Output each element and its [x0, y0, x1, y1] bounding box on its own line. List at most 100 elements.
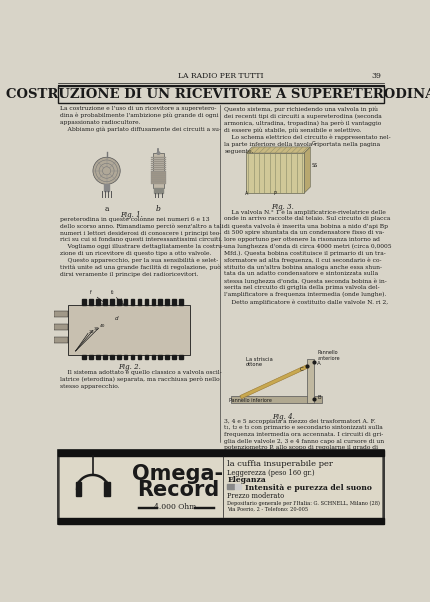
- Bar: [104, 184, 109, 191]
- Bar: [117, 355, 120, 359]
- Bar: [137, 355, 141, 359]
- Bar: [246, 153, 304, 193]
- Bar: [54, 311, 68, 317]
- Text: Fig. 3.: Fig. 3.: [270, 203, 293, 211]
- Bar: [54, 324, 68, 330]
- Bar: [123, 355, 127, 359]
- Text: la cuffia insuperabile per: la cuffia insuperabile per: [227, 459, 332, 468]
- Bar: [58, 450, 383, 524]
- Circle shape: [157, 152, 160, 154]
- Text: G: G: [311, 141, 315, 146]
- Circle shape: [93, 157, 120, 184]
- Text: La striscia
ottone: La striscia ottone: [246, 356, 272, 367]
- Text: A: A: [244, 191, 247, 196]
- Bar: [137, 299, 141, 305]
- Text: Eleganza: Eleganza: [227, 477, 266, 485]
- Text: Omega-: Omega-: [132, 464, 223, 484]
- Bar: [117, 299, 120, 305]
- Bar: [58, 450, 383, 456]
- Bar: [104, 482, 109, 495]
- Bar: [150, 161, 166, 163]
- Text: Record: Record: [136, 480, 218, 500]
- Bar: [227, 484, 233, 489]
- Text: f: f: [89, 290, 91, 295]
- Bar: [54, 337, 68, 343]
- Bar: [150, 167, 166, 168]
- Bar: [158, 355, 162, 359]
- Text: d: d: [114, 316, 117, 321]
- Bar: [95, 355, 99, 359]
- Text: a: a: [104, 205, 108, 214]
- Bar: [235, 484, 241, 489]
- Text: 3, 4 e 5 accoppiata a mezzo dei trasformatori A. F.
t₁, t₂ e t₃ con primario e s: 3, 4 e 5 accoppiata a mezzo dei trasform…: [224, 419, 384, 457]
- Text: 30: 30: [94, 326, 99, 330]
- Bar: [123, 299, 127, 305]
- Text: 4.000 Ohm: 4.000 Ohm: [154, 503, 196, 511]
- Bar: [59, 452, 381, 523]
- Bar: [150, 178, 166, 180]
- Bar: [154, 188, 163, 193]
- Text: COSTRUZIONE DI UN RICEVITORE A SUPERETERODINA: COSTRUZIONE DI UN RICEVITORE A SUPERETER…: [6, 88, 430, 101]
- Text: La costruzione e l'uso di un ricevitore a superetero-
dina è probabilmente l'amb: La costruzione e l'uso di un ricevitore …: [60, 106, 221, 132]
- Text: Pannello
anteriore: Pannello anteriore: [316, 350, 339, 361]
- Bar: [102, 355, 106, 359]
- Text: 20: 20: [89, 329, 94, 334]
- Bar: [150, 159, 166, 160]
- Text: f₂: f₂: [111, 290, 114, 295]
- Text: 39: 39: [370, 72, 380, 80]
- Bar: [58, 518, 383, 524]
- Text: A: A: [316, 361, 320, 366]
- Text: 40: 40: [99, 324, 104, 328]
- Bar: [230, 396, 321, 403]
- Text: Leggerezza (peso 160 gr.): Leggerezza (peso 160 gr.): [227, 469, 314, 477]
- Bar: [109, 355, 113, 359]
- Bar: [150, 157, 166, 158]
- Text: LA RADIO PER TUTTI: LA RADIO PER TUTTI: [177, 72, 263, 80]
- Bar: [150, 163, 166, 164]
- Text: Intensità e purezza del suono: Intensità e purezza del suono: [244, 484, 371, 492]
- Bar: [102, 299, 106, 305]
- Text: Via Poerio, 2 - Telefono: 20-005: Via Poerio, 2 - Telefono: 20-005: [227, 506, 308, 512]
- Bar: [151, 299, 155, 305]
- Text: Questo sistema, pur richiedendo una valvola in più
dei recenti tipi di circuiti : Questo sistema, pur richiedendo una valv…: [224, 106, 390, 154]
- Bar: [165, 299, 169, 305]
- Bar: [89, 355, 92, 359]
- Polygon shape: [304, 147, 310, 193]
- Bar: [150, 169, 166, 170]
- Bar: [144, 299, 148, 305]
- Text: Fig. 4.: Fig. 4.: [271, 414, 294, 421]
- Bar: [150, 180, 166, 182]
- Bar: [158, 299, 162, 305]
- Text: pereterodina in queste colonne nei numeri 6 e 13
dello scorso anno. Rimandiamo p: pereterodina in queste colonne nei numer…: [60, 217, 224, 276]
- Text: Prezzo moderato: Prezzo moderato: [227, 492, 284, 500]
- Bar: [95, 299, 99, 305]
- Bar: [172, 355, 176, 359]
- Text: Depositario generale per l'Italia: G. SCHNELL, Milano (28): Depositario generale per l'Italia: G. SC…: [227, 500, 379, 506]
- Bar: [150, 182, 166, 184]
- Text: Pannello inferiore: Pannello inferiore: [228, 398, 271, 403]
- Bar: [165, 355, 169, 359]
- Bar: [82, 299, 86, 305]
- Bar: [151, 355, 155, 359]
- Text: Fig. 2.: Fig. 2.: [117, 363, 140, 371]
- Bar: [172, 299, 176, 305]
- Text: Il sistema adottato è quello classico a valvola oscil-
latrice (eterodina) separ: Il sistema adottato è quello classico a …: [60, 370, 221, 389]
- Bar: [306, 359, 313, 403]
- Text: B: B: [316, 395, 320, 400]
- Bar: [150, 175, 166, 176]
- Bar: [58, 86, 383, 103]
- Bar: [150, 170, 166, 172]
- Polygon shape: [246, 147, 310, 153]
- Bar: [89, 299, 92, 305]
- Text: C: C: [299, 367, 303, 372]
- Text: Fig. 1.: Fig. 1.: [120, 211, 142, 219]
- Text: SS: SS: [311, 163, 317, 168]
- Bar: [82, 355, 86, 359]
- Bar: [109, 299, 113, 305]
- Bar: [179, 299, 183, 305]
- Bar: [150, 172, 166, 174]
- Bar: [75, 482, 81, 495]
- Bar: [130, 355, 134, 359]
- Polygon shape: [240, 365, 307, 399]
- Bar: [68, 305, 190, 355]
